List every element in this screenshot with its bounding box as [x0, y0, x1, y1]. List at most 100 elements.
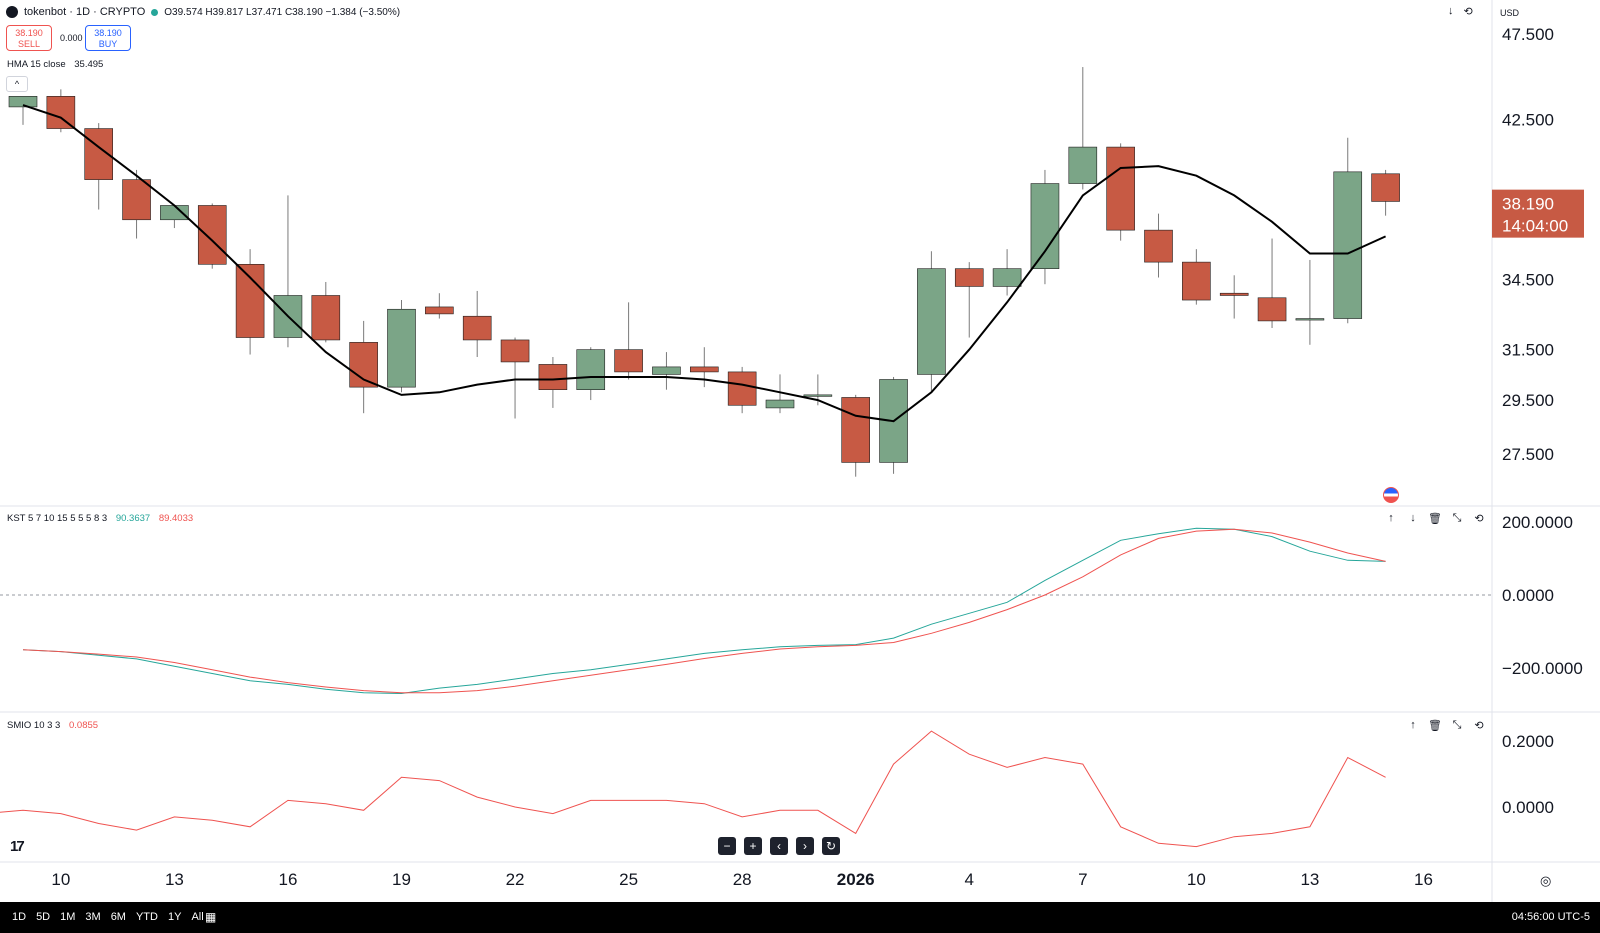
scroll-right-icon[interactable]: › — [796, 837, 814, 855]
kst-label: KST 5 7 10 15 5 5 5 8 3 — [7, 513, 108, 524]
sell-label: SELL — [17, 39, 41, 49]
candle-body — [235, 263, 265, 338]
zoom-out-icon[interactable]: − — [718, 837, 736, 855]
range-button-1d[interactable]: 1D — [12, 911, 27, 923]
main-pane-tools: ↓ ⟲ — [1448, 5, 1473, 18]
ohlc-close: C38.190 — [284, 6, 323, 18]
price-tick-label: 29.500 — [1502, 391, 1554, 410]
trash-icon[interactable]: 🗑 — [1428, 720, 1442, 732]
calendar-icon[interactable]: ▦ — [205, 910, 217, 924]
smio-value: 0.0855 — [68, 720, 99, 731]
market-status-icon — [151, 8, 159, 16]
candle-body — [425, 306, 454, 315]
kst-layer — [0, 527, 1492, 695]
currency-label[interactable]: USD — [1500, 8, 1520, 18]
move-down-icon[interactable]: ↓ — [1448, 5, 1454, 17]
smio-label: SMIO 10 3 3 — [7, 720, 61, 731]
kst-signal-value: 89.4033 — [158, 513, 194, 524]
time-tick-label: 28 — [733, 870, 752, 889]
maximize-pane-icon[interactable]: ⟲ — [1474, 513, 1484, 525]
kst-legend[interactable]: KST 5 7 10 15 5 5 5 8 3 90.3637 89.4033 — [7, 513, 193, 524]
spread-value: 0.000 — [60, 33, 83, 43]
collapse-legend-button[interactable]: ^ — [6, 76, 28, 92]
move-down-icon[interactable]: ↓ — [1410, 512, 1416, 524]
range-button-1m[interactable]: 1M — [60, 911, 76, 923]
symbol-legend: tokenbot · 1D · CRYPTO O39.574 H39.817 L… — [6, 6, 400, 18]
maximize-pane-icon[interactable]: ⟲ — [1474, 720, 1484, 732]
reset-chart-icon[interactable]: ↻ — [822, 837, 840, 855]
range-button-1y[interactable]: 1Y — [167, 911, 182, 923]
buy-button[interactable]: 38.190 BUY — [85, 25, 131, 51]
bottom-toolbar: 1D 5D 1M 3M 6M YTD 1Y All ▦ 04:56:00 UTC-5 — [0, 902, 1600, 933]
kst-value: 90.3637 — [115, 513, 151, 524]
price-tick-label: 47.500 — [1502, 25, 1554, 44]
time-tick-label: 16 — [278, 870, 297, 889]
last-price-value: 38.190 — [1502, 195, 1554, 214]
time-tick-label: 2026 — [837, 870, 875, 889]
candle-body — [1182, 261, 1211, 301]
candle-body — [1144, 229, 1173, 263]
hma-line — [22, 104, 1387, 423]
candle-body — [1068, 146, 1098, 184]
kst-tick-label: −200.0000 — [1502, 659, 1583, 678]
maximize-pane-icon[interactable]: ⟲ — [1463, 6, 1473, 18]
collapse-pane-icon[interactable]: ⤡ — [1452, 719, 1462, 731]
range-button-ytd[interactable]: YTD — [135, 911, 158, 923]
time-tick-label: 16 — [1414, 870, 1433, 889]
move-up-icon[interactable]: ↑ — [1410, 719, 1416, 731]
candle-body — [1295, 318, 1325, 321]
range-button-all[interactable]: All — [191, 911, 204, 923]
tradingview-logo-icon[interactable]: 17 — [10, 838, 25, 855]
zoom-in-icon[interactable]: + — [744, 837, 762, 855]
candle-body — [689, 366, 719, 373]
candle-body — [652, 366, 681, 375]
price-tick-label: 27.500 — [1502, 445, 1554, 464]
time-tick-label: 4 — [965, 870, 974, 889]
collapse-pane-icon[interactable]: ⤡ — [1452, 512, 1462, 524]
us-flag-icon[interactable] — [1383, 487, 1399, 503]
price-tick-label: 31.500 — [1502, 341, 1554, 360]
candle-body — [1333, 171, 1363, 319]
last-price-countdown: 14:04:00 — [1502, 217, 1568, 236]
price-tick-label: 34.500 — [1502, 271, 1554, 290]
candle-body — [538, 364, 568, 391]
axis-layer: 47.500 42.500 34.500 31.500 29.500 27.500 200.… — [51, 25, 1584, 889]
time-tick-label: 10 — [51, 870, 70, 889]
range-button-3m[interactable]: 3M — [85, 911, 101, 923]
candle-body — [954, 268, 984, 287]
smio-line — [0, 730, 1386, 848]
candle-body — [1371, 173, 1400, 202]
hma-value: 35.495 — [74, 59, 104, 70]
range-buttons: 1D 5D 1M 3M 6M YTD 1Y All — [12, 911, 204, 923]
smio-tick-label: 0.2000 — [1502, 732, 1554, 751]
trash-icon[interactable]: 🗑 — [1428, 513, 1442, 525]
candle-body — [1106, 146, 1135, 231]
axis-settings-icon[interactable]: ◎ — [1540, 873, 1552, 888]
range-button-6m[interactable]: 6M — [110, 911, 126, 923]
candle-body — [765, 399, 795, 409]
symbol-title[interactable]: tokenbot · 1D · CRYPTO — [24, 6, 146, 18]
candle-body — [1030, 183, 1060, 269]
time-tick-label: 13 — [1300, 870, 1319, 889]
smio-layer — [0, 730, 1386, 848]
scroll-left-icon[interactable]: ‹ — [770, 837, 788, 855]
candle-body — [160, 205, 189, 221]
kst-pane-tools: ↑ ↓ 🗑 ⤡ ⟲ — [1383, 512, 1487, 525]
sell-button[interactable]: 38.190 SELL — [6, 25, 52, 51]
kst-signal-line — [22, 528, 1386, 694]
ohlc-change: −1.384 (−3.50%) — [325, 6, 401, 18]
candle-body — [576, 349, 606, 391]
candle-body — [8, 96, 38, 108]
symbol-logo-icon — [6, 6, 18, 18]
hma-legend[interactable]: HMA 15 close 35.495 — [7, 59, 103, 70]
ohlc-readout: O39.574 H39.817 L37.471 C38.190 −1.384 (… — [164, 7, 400, 18]
range-button-5d[interactable]: 5D — [36, 911, 51, 923]
candle-body — [879, 379, 908, 463]
last-price-tag — [1492, 189, 1584, 238]
clock-readout[interactable]: 04:56:00 UTC-5 — [1511, 911, 1590, 923]
candle-body — [614, 349, 643, 373]
chevron-up-icon: ^ — [14, 79, 20, 89]
smio-legend[interactable]: SMIO 10 3 3 0.0855 — [7, 720, 98, 731]
move-up-icon[interactable]: ↑ — [1388, 512, 1394, 524]
